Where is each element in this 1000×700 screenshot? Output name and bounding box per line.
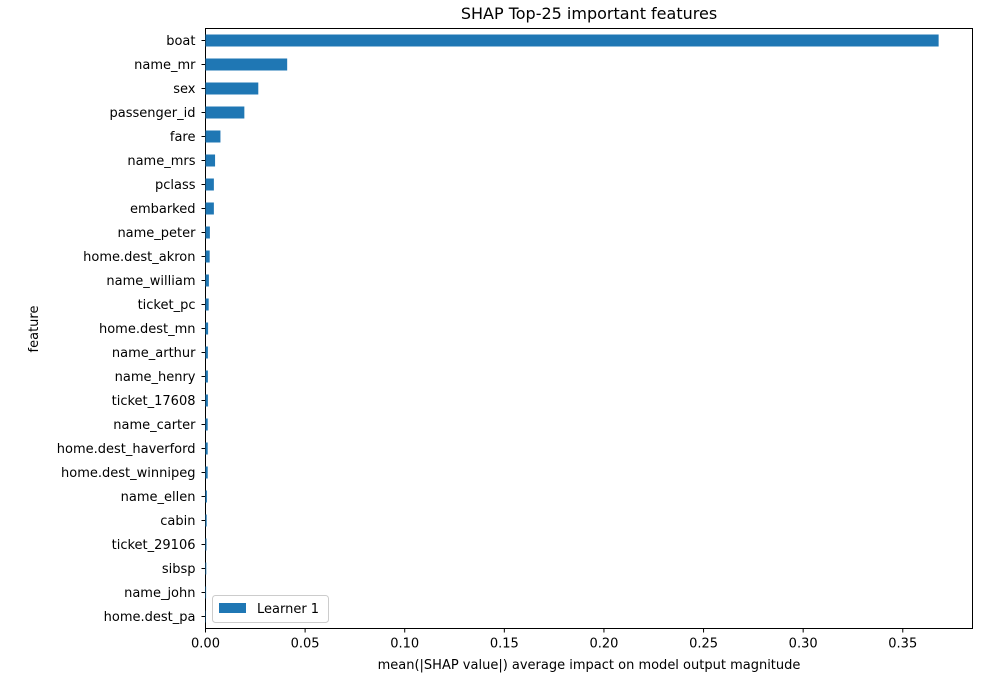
x-tick-label: 0.35: [888, 637, 917, 652]
bar-fare: [205, 130, 221, 143]
bar-pclass: [205, 178, 214, 191]
y-tick-label: name_carter: [113, 418, 196, 433]
bar-cabin: [205, 514, 207, 527]
x-tick-label: 0.25: [689, 637, 718, 652]
y-axis-label: feature: [27, 306, 42, 353]
bar-ticket-29106: [205, 538, 207, 551]
y-tick-label: ticket_29106: [112, 538, 196, 553]
x-tick-label: 0.30: [789, 637, 818, 652]
y-tick-label: cabin: [160, 514, 195, 529]
y-tick-label: name_ellen: [121, 490, 196, 505]
plot-area-frame: [205, 28, 973, 629]
bars-group: [205, 34, 939, 623]
y-tick-label: embarked: [130, 202, 196, 217]
bar-name-mrs: [205, 154, 216, 167]
x-tick-label: 0.20: [589, 637, 618, 652]
bar-name-ellen: [205, 490, 207, 503]
legend-box: [212, 595, 329, 623]
bar-embarked: [205, 202, 214, 215]
y-tick-label: name_peter: [117, 226, 196, 241]
bar-home-dest-haverford: [205, 442, 208, 455]
y-tick-label: name_henry: [115, 370, 196, 385]
bar-boat: [205, 34, 939, 47]
x-tick-label: 0.05: [291, 637, 320, 652]
bar-name-arthur: [205, 346, 208, 359]
y-tick-label: boat: [166, 34, 195, 49]
y-tick-label: name_mr: [134, 58, 196, 73]
y-tick-label: sibsp: [162, 562, 196, 577]
bar-home-dest-akron: [205, 250, 210, 263]
x-axis-label: mean(|SHAP value|) average impact on mod…: [378, 658, 801, 673]
chart-title: SHAP Top-25 important features: [461, 4, 717, 23]
legend-label-learner-1: Learner 1: [257, 602, 319, 617]
y-tick-label: name_mrs: [127, 154, 195, 169]
bar-name-henry: [205, 370, 208, 383]
legend-swatch: [219, 603, 246, 613]
legend: Learner 1: [212, 595, 329, 623]
bar-sibsp: [205, 562, 207, 575]
x-tick-label: 0.10: [390, 637, 419, 652]
bar-name-carter: [205, 418, 208, 431]
y-tick-label: passenger_id: [110, 106, 196, 121]
y-tick-label: pclass: [155, 178, 196, 193]
bar-home-dest-winnipeg: [205, 466, 208, 479]
y-tick-label: home.dest_pa: [104, 610, 196, 625]
y-tick-label: home.dest_haverford: [57, 442, 196, 457]
x-tick-label: 0.00: [191, 637, 220, 652]
x-axis-ticks: 0.00 0.05 0.10 0.15 0.20 0.25 0.30 0.35: [191, 628, 917, 652]
bar-passenger-id: [205, 106, 245, 119]
y-tick-label: ticket_17608: [112, 394, 196, 409]
y-tick-label: sex: [173, 82, 196, 97]
bar-name-mr: [205, 58, 288, 71]
y-tick-label: home.dest_akron: [83, 250, 195, 265]
y-tick-label: ticket_pc: [138, 298, 196, 313]
y-tick-label: name_william: [106, 274, 195, 289]
bar-name-peter: [205, 226, 210, 239]
bar-sex: [205, 82, 259, 95]
x-tick-label: 0.15: [490, 637, 519, 652]
y-tick-label: home.dest_mn: [99, 322, 196, 337]
bar-name-john: [205, 586, 207, 599]
bar-ticket-pc: [205, 298, 209, 311]
bar-home-dest-mn: [205, 322, 209, 335]
y-tick-label: name_john: [124, 586, 195, 601]
y-tick-label: name_arthur: [112, 346, 196, 361]
bar-name-william: [205, 274, 209, 287]
bar-ticket-17608: [205, 394, 208, 407]
y-tick-label: home.dest_winnipeg: [61, 466, 195, 481]
y-tick-label: fare: [170, 130, 196, 145]
